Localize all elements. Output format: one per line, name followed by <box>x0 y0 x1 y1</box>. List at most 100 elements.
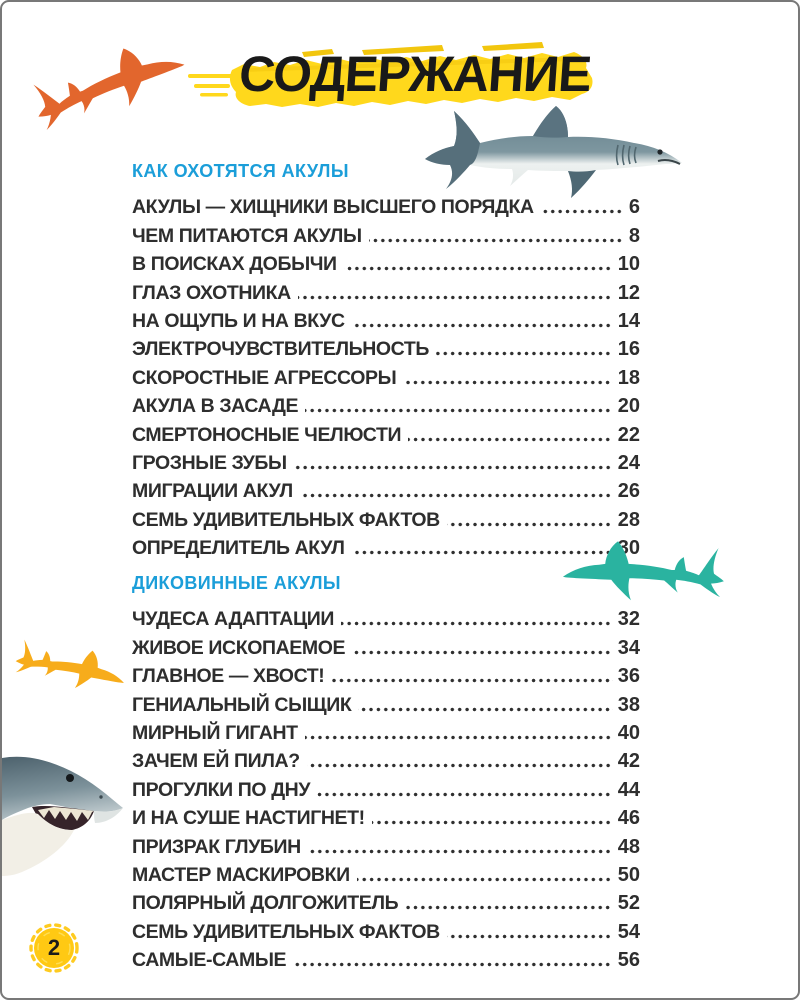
toc-entry-page-number: 44 <box>617 778 640 801</box>
toc-entry-label: ЖИВОЕ ИСКОПАЕМОЕ <box>132 636 346 659</box>
toc-entry: МАСТЕР МАСКИРОВКИ 50 <box>132 858 640 886</box>
toc-entry-page-number: 42 <box>617 750 640 773</box>
toc-entry-label: МИРНЫЙ ГИГАНТ <box>132 722 298 745</box>
toc-entry: В ПОИСКАХ ДОБЫЧИ 10 <box>132 247 640 275</box>
toc-entry: ЭЛЕКТРОЧУВСТВИТЕЛЬНОСТЬ 16 <box>132 332 640 360</box>
page-number: 2 <box>47 935 61 960</box>
toc-entry-label: ГРОЗНЫЕ ЗУБЫ <box>132 451 287 474</box>
toc-entries: ЧУДЕСА АДАПТАЦИИ 32 ЖИВОЕ ИСКОПАЕМОЕ 34 … <box>132 602 640 971</box>
toc-entry-leader-dots <box>371 820 613 826</box>
toc-entry: И НА СУШЕ НАСТИГНЕТ! 46 <box>132 801 640 829</box>
toc-entry-leader-dots <box>446 933 613 939</box>
toc-entry-page-number: 16 <box>617 338 640 361</box>
toc-entry: ГРОЗНЫЕ ЗУБЫ 24 <box>132 446 640 474</box>
toc-section-heading: КАК ОХОТЯТСЯ АКУЛЫ <box>132 161 349 181</box>
toc-entry-leader-dots <box>403 379 613 385</box>
toc-entry-page-number: 10 <box>617 253 640 276</box>
toc-entry-page-number: 12 <box>617 281 640 304</box>
toc-entry: СМЕРТОНОСНЫЕ ЧЕЛЮСТИ 22 <box>132 417 640 446</box>
toc-entry-label: ПОЛЯРНЫЙ ДОЛГОЖИТЕЛЬ <box>132 892 399 915</box>
title-brush-swash <box>188 42 593 107</box>
toc-entry-label: ПРОГУЛКИ ПО ДНУ <box>132 778 311 801</box>
toc-entry-leader-dots <box>299 493 613 499</box>
toc-entry-page-number: 22 <box>617 423 640 446</box>
toc-entry-leader-dots <box>352 649 613 655</box>
toc-entry: САМЫЕ-САМЫЕ 56 <box>132 943 640 971</box>
toc-entry-leader-dots <box>341 621 613 627</box>
toc-entry-leader-dots <box>368 237 624 243</box>
toc-entries: АКУЛЫ — ХИЩНИКИ ВЫСШЕГО ПОРЯДКА 6 ЧЕМ ПИ… <box>132 190 640 559</box>
toc-entry-leader-dots <box>317 791 613 797</box>
toc-entry: ГЛАЗ ОХОТНИКА 12 <box>132 275 640 304</box>
toc-entry-label: И НА СУШЕ НАСТИГНЕТ! <box>132 807 365 830</box>
toc-entry: ЗАЧЕМ ЕЙ ПИЛА? 42 <box>132 744 640 772</box>
toc-entry-page-number: 54 <box>617 920 640 943</box>
toc-entry-label: АКУЛА В ЗАСАДЕ <box>132 395 299 418</box>
toc-entry-leader-dots <box>408 436 613 442</box>
table-of-contents: КАК ОХОТЯТСЯ АКУЛЫ АКУЛЫ — ХИЩНИКИ ВЫСШЕ… <box>132 159 640 971</box>
toc-entry: НА ОЩУПЬ И НА ВКУС 14 <box>132 304 640 332</box>
toc-entry-leader-dots <box>436 351 613 357</box>
toc-entry-label: МАСТЕР МАСКИРОВКИ <box>132 863 350 886</box>
toc-entry-leader-dots <box>351 550 613 556</box>
toc-entry-label: ПРИЗРАК ГЛУБИН <box>132 835 301 858</box>
toc-entry-page-number: 8 <box>628 224 640 247</box>
toc-entry: МИГРАЦИИ АКУЛ 26 <box>132 474 640 502</box>
toc-entry: АКУЛЫ — ХИЩНИКИ ВЫСШЕГО ПОРЯДКА 6 <box>132 190 640 218</box>
toc-entry-leader-dots <box>343 266 613 272</box>
toc-entry-page-number: 50 <box>617 863 640 886</box>
toc-entry-page-number: 32 <box>617 608 640 631</box>
toc-entry-label: В ПОИСКАХ ДОБЫЧИ <box>132 253 337 276</box>
yellow-brush-circle <box>29 923 79 973</box>
toc-entry-label: ГЕНИАЛЬНЫЙ СЫЩИК <box>132 693 352 716</box>
toc-entry-page-number: 24 <box>617 451 640 474</box>
toc-entry-label: ЧУДЕСА АДАПТАЦИИ <box>132 608 335 631</box>
toc-entry: ЧЕМ ПИТАЮТСЯ АКУЛЫ 8 <box>132 218 640 247</box>
toc-entry: ГЕНИАЛЬНЫЙ СЫЩИК 38 <box>132 687 640 716</box>
toc-entry-page-number: 20 <box>617 395 640 418</box>
toc-entry: СКОРОСТНЫЕ АГРЕССОРЫ 18 <box>132 360 640 389</box>
toc-entry-page-number: 52 <box>617 892 640 915</box>
toc-entry-leader-dots <box>297 294 613 300</box>
toc-entry: ГЛАВНОЕ — ХВОСТ! 36 <box>132 659 640 687</box>
great-white-shark-photo <box>425 106 682 198</box>
toc-entry-label: СЕМЬ УДИВИТЕЛЬНЫХ ФАКТОВ <box>132 508 440 531</box>
toc-entry: СЕМЬ УДИВИТЕЛЬНЫХ ФАКТОВ 28 <box>132 502 640 531</box>
toc-entry: СЕМЬ УДИВИТЕЛЬНЫХ ФАКТОВ 54 <box>132 914 640 943</box>
toc-entry-label: САМЫЕ-САМЫЕ <box>132 949 287 972</box>
orange-shark-silhouette-icon <box>26 32 192 134</box>
yellow-shark-silhouette-icon <box>12 634 130 699</box>
toc-entry-leader-dots <box>331 678 613 684</box>
toc-section: ДИКОВИННЫЕ АКУЛЫ ЧУДЕСА АДАПТАЦИИ 32 ЖИВ… <box>132 571 640 971</box>
toc-entry-leader-dots <box>293 464 613 470</box>
toc-entry-label: ЭЛЕКТРОЧУВСТВИТЕЛЬНОСТЬ <box>132 338 430 361</box>
toc-entry: ПОЛЯРНЫЙ ДОЛГОЖИТЕЛЬ 52 <box>132 886 640 914</box>
toc-entry-leader-dots <box>304 735 613 741</box>
toc-entry-label: СМЕРТОНОСНЫЕ ЧЕЛЮСТИ <box>132 423 402 446</box>
toc-entry-page-number: 28 <box>617 508 640 531</box>
toc-entry-leader-dots <box>446 521 613 527</box>
toc-entry-label: ЧЕМ ПИТАЮТСЯ АКУЛЫ <box>132 224 362 247</box>
toc-entry: ЖИВОЕ ИСКОПАЕМОЕ 34 <box>132 630 640 659</box>
toc-section: КАК ОХОТЯТСЯ АКУЛЫ АКУЛЫ — ХИЩНИКИ ВЫСШЕ… <box>132 159 640 559</box>
toc-entry: ПРИЗРАК ГЛУБИН 48 <box>132 829 640 858</box>
toc-entry-leader-dots <box>540 209 624 215</box>
toc-entry-label: ГЛАЗ ОХОТНИКА <box>132 281 291 304</box>
teal-shark-silhouette-icon <box>547 539 739 607</box>
toc-entry-leader-dots <box>306 763 613 769</box>
page-number-badge: 2 <box>26 920 82 976</box>
toc-entry: ЧУДЕСА АДАПТАЦИИ 32 <box>132 602 640 630</box>
page-title: СОДЕРЖАНИЕ <box>237 46 593 102</box>
great-white-shark-head-photo <box>2 756 123 876</box>
toc-entry-leader-dots <box>358 706 613 712</box>
toc-entry-page-number: 48 <box>617 835 640 858</box>
toc-entry-page-number: 14 <box>617 309 640 332</box>
toc-entry-page-number: 40 <box>617 722 640 745</box>
toc-entry-page-number: 18 <box>617 366 640 389</box>
toc-entry: ПРОГУЛКИ ПО ДНУ 44 <box>132 772 640 801</box>
toc-entry-leader-dots <box>305 408 613 414</box>
toc-entry-leader-dots <box>351 322 613 328</box>
toc-entry-page-number: 46 <box>617 807 640 830</box>
toc-entry-page-number: 36 <box>617 665 640 688</box>
